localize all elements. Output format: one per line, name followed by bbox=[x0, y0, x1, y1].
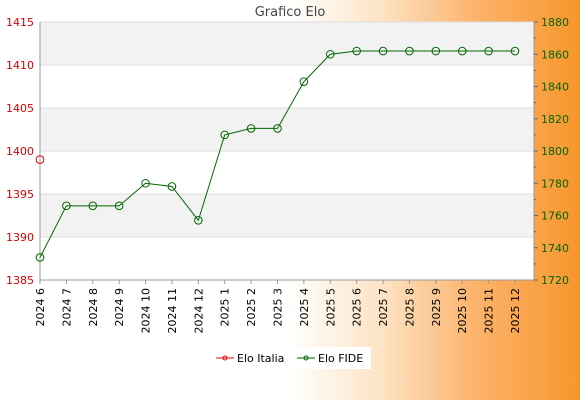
legend-marker-elo-fide bbox=[303, 355, 309, 361]
x-tick-label: 2024 11 bbox=[166, 288, 179, 334]
legend-label-elo-fide: Elo FIDE bbox=[318, 352, 363, 365]
data-point-elo-fide bbox=[88, 201, 98, 211]
grid-band bbox=[40, 22, 534, 65]
x-tick-label: 2025 4 bbox=[298, 288, 311, 327]
grid-band bbox=[40, 194, 534, 237]
grid-band bbox=[40, 108, 534, 151]
data-point-elo-fide bbox=[484, 46, 493, 56]
y-tick-label-right: 1740 bbox=[541, 242, 569, 255]
y-tick-label-left: 1410 bbox=[6, 59, 34, 72]
series-line-elo-fide bbox=[39, 50, 515, 258]
data-point-elo-fide bbox=[378, 46, 388, 56]
y-tick-label-right: 1820 bbox=[541, 113, 569, 126]
legend-box bbox=[210, 347, 371, 369]
data-point-elo-fide bbox=[194, 216, 203, 225]
x-tick-label: 2024 6 bbox=[34, 288, 47, 327]
y-tick-label-right: 1840 bbox=[541, 81, 569, 94]
y-tick-label-right: 1780 bbox=[541, 177, 569, 190]
y-tick-label-right: 1860 bbox=[541, 48, 569, 61]
data-point-elo-fide bbox=[431, 46, 441, 56]
data-point-elo-italia bbox=[35, 155, 45, 164]
data-point-elo-fide bbox=[273, 124, 282, 133]
chart-title: Grafico Elo bbox=[255, 5, 326, 20]
data-point-elo-fide bbox=[220, 130, 230, 140]
y-tick-label-right: 1760 bbox=[541, 210, 569, 223]
data-point-elo-fide bbox=[62, 201, 71, 211]
legend-label-elo-italia: Elo Italia bbox=[237, 352, 284, 365]
data-point-elo-fide bbox=[141, 178, 150, 188]
data-point-elo-fide bbox=[114, 201, 124, 211]
x-tick-label: 2025 1 bbox=[219, 288, 232, 327]
y-tick-label-right: 1720 bbox=[541, 274, 569, 287]
legend: Elo Italia Elo FIDE bbox=[210, 347, 371, 369]
x-tick-label: 2024 10 bbox=[140, 288, 153, 334]
data-point-elo-fide bbox=[325, 49, 335, 59]
y-tick-label-left: 1395 bbox=[6, 188, 34, 201]
data-point-elo-fide bbox=[457, 46, 467, 56]
x-tick-label: 2025 6 bbox=[351, 288, 364, 327]
x-tick-label: 2024 12 bbox=[192, 288, 205, 334]
data-point-elo-fide bbox=[299, 77, 309, 86]
y-tick-label-right: 1800 bbox=[541, 145, 569, 158]
data-point-elo-fide bbox=[246, 124, 256, 133]
data-point-elo-fide bbox=[510, 46, 520, 56]
x-tick-label: 2024 9 bbox=[113, 288, 126, 327]
x-tick-label: 2025 3 bbox=[272, 288, 285, 327]
x-tick-label: 2025 5 bbox=[324, 288, 337, 327]
legend-marker-elo-italia bbox=[222, 355, 228, 361]
x-tick-label: 2024 7 bbox=[60, 288, 73, 327]
x-tick-label: 2025 8 bbox=[403, 288, 416, 327]
x-tick-label: 2025 7 bbox=[377, 288, 390, 327]
y-tick-label-left: 1385 bbox=[6, 274, 34, 287]
x-tick-label: 2025 9 bbox=[430, 288, 443, 327]
y-tick-label-right: 1880 bbox=[541, 16, 569, 29]
y-tick-label-left: 1400 bbox=[6, 145, 34, 158]
y-tick-label-left: 1405 bbox=[6, 102, 34, 115]
data-point-elo-fide bbox=[167, 182, 177, 191]
x-tick-label: 2025 2 bbox=[245, 288, 258, 327]
x-tick-label: 2024 8 bbox=[87, 288, 100, 327]
data-point-elo-fide bbox=[35, 253, 45, 262]
data-point-elo-fide bbox=[405, 46, 414, 56]
x-tick-label: 2025 10 bbox=[456, 288, 469, 334]
x-tick-label: 2025 12 bbox=[509, 288, 522, 334]
x-tick-label: 2025 11 bbox=[483, 288, 496, 334]
y-tick-label-left: 1390 bbox=[6, 231, 34, 244]
data-point-elo-fide bbox=[352, 46, 361, 56]
y-tick-label-left: 1415 bbox=[6, 16, 34, 29]
